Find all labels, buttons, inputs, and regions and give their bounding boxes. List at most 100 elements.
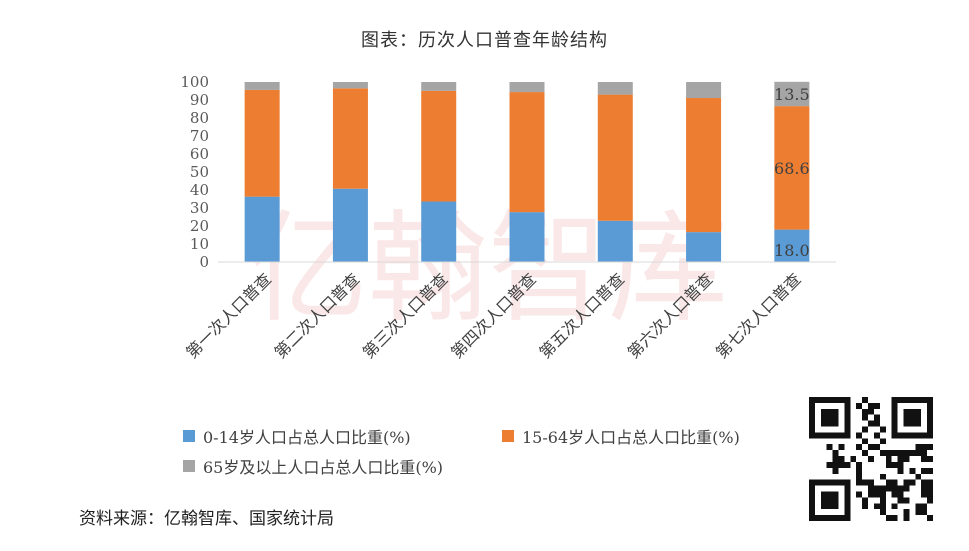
qr-module bbox=[921, 467, 928, 474]
qr-module bbox=[809, 414, 815, 421]
legend-label-15-64: 15-64岁人口占总人口比重(%) bbox=[522, 428, 740, 447]
y-tick-label: 0 bbox=[199, 253, 209, 271]
qr-module bbox=[927, 432, 933, 439]
qr-module bbox=[927, 397, 933, 403]
qr-module bbox=[915, 432, 922, 439]
qr-module bbox=[885, 485, 892, 492]
qr-module bbox=[873, 485, 880, 492]
source-note: 资料来源：亿翰智库、国家统计局 bbox=[79, 509, 334, 529]
qr-module bbox=[915, 414, 922, 421]
qr-module bbox=[862, 414, 869, 421]
y-tick-label: 40 bbox=[190, 181, 209, 199]
y-tick-label: 70 bbox=[190, 127, 209, 145]
qr-module bbox=[826, 479, 833, 486]
y-tick-label: 30 bbox=[190, 199, 209, 217]
bar-segment bbox=[421, 201, 457, 262]
bar-segment bbox=[509, 92, 545, 213]
bar-segment bbox=[332, 188, 368, 262]
qr-module bbox=[903, 456, 910, 462]
qr-module bbox=[868, 479, 874, 486]
bar-segment bbox=[509, 212, 545, 262]
qr-module bbox=[832, 503, 839, 510]
qr-module bbox=[862, 479, 869, 486]
qr-module bbox=[915, 450, 922, 457]
qr-module bbox=[897, 461, 904, 468]
y-tick-label: 100 bbox=[180, 73, 209, 91]
y-tick-label: 80 bbox=[190, 109, 209, 127]
qr-module bbox=[915, 444, 922, 451]
qr-module bbox=[873, 420, 880, 427]
qr-module bbox=[891, 485, 898, 492]
data-label: 18.0 bbox=[774, 241, 810, 260]
qr-module bbox=[903, 414, 910, 421]
qr-module bbox=[879, 473, 886, 480]
qr-module bbox=[891, 420, 898, 427]
qr-module bbox=[844, 479, 851, 486]
qr-module bbox=[927, 444, 933, 451]
qr-module bbox=[826, 444, 833, 451]
qr-module bbox=[844, 509, 851, 516]
qr-module bbox=[891, 426, 898, 433]
qr-module bbox=[809, 503, 815, 510]
qr-module bbox=[838, 479, 845, 486]
qr-module bbox=[879, 426, 886, 433]
qr-module bbox=[897, 397, 904, 403]
qr-module bbox=[903, 450, 910, 457]
qr-module bbox=[891, 397, 898, 403]
qr-module bbox=[927, 485, 933, 492]
qr-module bbox=[897, 432, 904, 439]
bar-segment bbox=[421, 82, 457, 91]
qr-module bbox=[868, 402, 874, 409]
qr-module bbox=[809, 485, 815, 492]
qr-module bbox=[891, 479, 898, 486]
qr-module bbox=[814, 432, 821, 439]
qr-module bbox=[891, 408, 898, 415]
legend-label-0-14: 0-14岁人口占总人口比重(%) bbox=[203, 428, 411, 447]
qr-module bbox=[915, 408, 922, 415]
qr-module bbox=[826, 491, 833, 498]
qr-module bbox=[844, 491, 851, 498]
qr-module bbox=[832, 397, 839, 403]
qr-module bbox=[873, 491, 880, 498]
qr-module bbox=[832, 414, 839, 421]
qr-module bbox=[921, 444, 928, 451]
bar-segment bbox=[421, 90, 457, 202]
qr-module bbox=[832, 467, 839, 474]
qr-module bbox=[820, 397, 827, 403]
bar-segment bbox=[597, 94, 633, 221]
bar-segment bbox=[509, 82, 545, 93]
qr-module bbox=[903, 515, 910, 521]
category-label: 第二次人口普查 bbox=[271, 269, 364, 362]
qr-module bbox=[927, 479, 933, 486]
bar-segment bbox=[332, 82, 368, 89]
qr-module bbox=[879, 485, 886, 492]
qr-module bbox=[809, 509, 815, 516]
qr-module bbox=[838, 515, 845, 521]
qr-module bbox=[909, 397, 916, 403]
qr-module bbox=[862, 450, 869, 457]
qr-module bbox=[820, 491, 827, 498]
qr-module bbox=[927, 414, 933, 421]
bar-segment bbox=[332, 88, 368, 189]
qr-module bbox=[909, 467, 916, 474]
qr-module bbox=[862, 397, 869, 403]
category-label: 第七次人口普查 bbox=[712, 269, 805, 362]
qr-module bbox=[909, 420, 916, 427]
qr-module bbox=[844, 397, 851, 403]
qr-module bbox=[844, 414, 851, 421]
qr-module bbox=[868, 491, 874, 498]
qr-module bbox=[820, 515, 827, 521]
qr-module bbox=[820, 497, 827, 504]
qr-module bbox=[809, 491, 815, 498]
qr-module bbox=[820, 479, 827, 486]
qr-module bbox=[921, 491, 928, 498]
legend-item-65plus: 65岁及以上人口占总人口比重(%) bbox=[183, 454, 443, 478]
qr-module bbox=[891, 461, 898, 468]
qr-module bbox=[879, 503, 886, 510]
qr-module bbox=[885, 515, 892, 521]
qr-module bbox=[915, 397, 922, 403]
y-tick-label: 90 bbox=[190, 91, 209, 109]
qr-module bbox=[856, 402, 863, 409]
qr-module bbox=[814, 515, 821, 521]
qr-module bbox=[891, 515, 898, 521]
